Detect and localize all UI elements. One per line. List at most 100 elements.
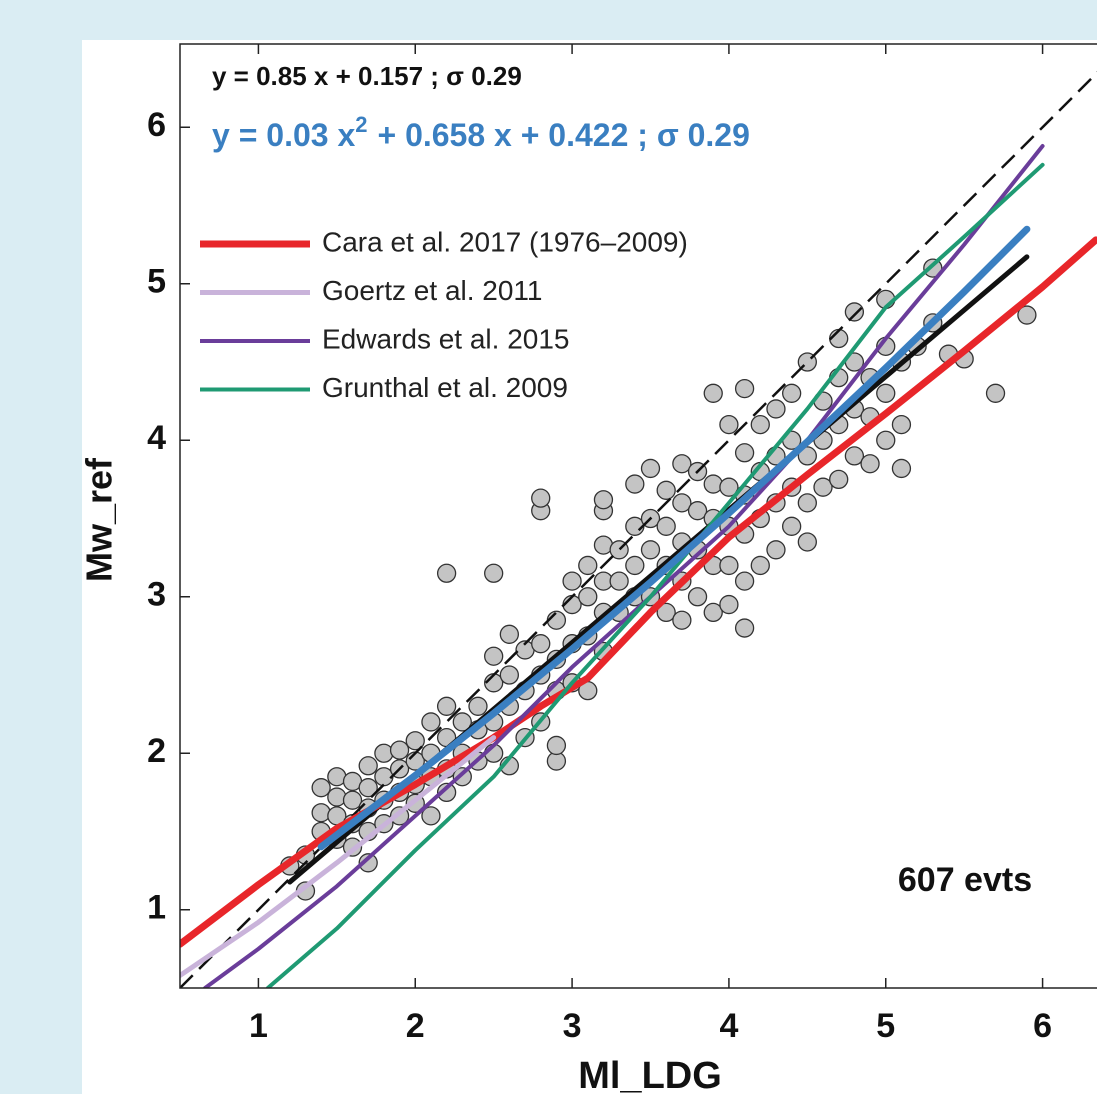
data-point (499, 624, 520, 644)
equation-part: + 0.658 x + 0.422 ; σ 0.29 (377, 117, 749, 153)
data-point (797, 532, 817, 552)
data-point (436, 563, 457, 583)
data-point (656, 516, 676, 536)
data-point (625, 474, 645, 494)
y-tick-label: 4 (147, 419, 166, 457)
data-point (389, 740, 410, 760)
y-tick-label: 3 (147, 576, 166, 614)
data-point (421, 806, 441, 826)
data-point (656, 480, 676, 500)
data-point (719, 594, 739, 615)
data-point (436, 696, 457, 716)
data-point (687, 501, 708, 521)
data-point (358, 778, 378, 798)
data-point (891, 458, 912, 479)
data-point (734, 443, 755, 463)
x-axis-label: Ml_LDG (578, 1055, 722, 1094)
y-axis-label: Mw_ref (79, 457, 120, 582)
y-tick-label: 1 (147, 889, 166, 927)
plot-area (180, 71, 1097, 988)
data-point (578, 587, 598, 607)
data-point (1017, 305, 1037, 325)
data-point (734, 571, 755, 591)
data-point (436, 782, 457, 803)
data-point (891, 414, 912, 435)
data-point (782, 516, 802, 536)
data-point (876, 430, 896, 450)
axes: 1 2 3 4 5 6 1 2 3 4 5 6 (147, 43, 1097, 1045)
data-point (734, 378, 755, 399)
data-point (797, 493, 817, 513)
x-tick-label: 5 (876, 1007, 895, 1045)
data-point (358, 756, 378, 776)
event-count: 607 evts (898, 861, 1032, 899)
data-point (734, 618, 755, 638)
data-point (452, 712, 472, 732)
legend: Cara et al. 2017 (1976–2009) Goertz et al… (200, 226, 688, 403)
data-point (609, 571, 629, 591)
data-point (844, 446, 865, 466)
data-point (813, 477, 833, 497)
data-point (531, 634, 551, 654)
x-tick-label: 1 (249, 1007, 268, 1045)
equation-quadratic: y = 0.03 x2 + 0.658 x + 0.422 ; σ 0.29 (212, 112, 750, 154)
data-point (531, 488, 551, 508)
y-tick-label: 6 (147, 106, 166, 144)
fit-line (203, 144, 1045, 988)
data-point (750, 555, 770, 576)
data-point (405, 731, 425, 751)
data-point (766, 540, 786, 560)
x-tick-label: 2 (406, 1007, 425, 1045)
data-point (719, 414, 739, 435)
fit-line (180, 735, 497, 978)
legend-label: Edwards et al. 2015 (322, 323, 570, 354)
data-point (656, 602, 676, 623)
data-point (484, 646, 504, 666)
data-point (468, 696, 488, 716)
data-point (499, 665, 520, 685)
y-tick-label: 2 (147, 732, 166, 770)
axes-frame (179, 43, 1097, 989)
data-point (985, 383, 1006, 403)
x-tick-label: 6 (1033, 1007, 1052, 1045)
data-point (797, 446, 817, 466)
data-point (750, 414, 770, 435)
data-point (358, 853, 378, 873)
data-point (876, 383, 896, 403)
data-point (672, 493, 692, 513)
data-point (782, 383, 802, 403)
data-point (640, 540, 661, 560)
data-point (829, 469, 849, 490)
data-point (844, 302, 865, 322)
data-point (342, 790, 363, 810)
x-tick-label: 3 (563, 1007, 582, 1045)
data-point (327, 787, 347, 807)
data-point (625, 555, 645, 576)
data-point (374, 743, 394, 763)
y-tick-label: 5 (147, 263, 166, 301)
fit-line (265, 162, 1045, 988)
data-point (578, 555, 598, 576)
data-point (311, 803, 331, 823)
data-point (593, 490, 614, 510)
equation-exponent: 2 (355, 112, 367, 137)
data-point (546, 735, 567, 756)
data-point (719, 477, 739, 497)
data-point (421, 712, 441, 732)
data-point (703, 474, 723, 494)
data-point (719, 555, 739, 576)
equation-linear: y = 0.85 x + 0.157 ; σ 0.29 (212, 61, 522, 91)
data-point (860, 454, 880, 474)
data-point (672, 610, 692, 630)
legend-label: Grunthal et al. 2009 (322, 372, 568, 403)
equation-part: y = 0.03 x (212, 117, 355, 153)
data-point (311, 778, 331, 798)
legend-label: Goertz et al. 2011 (322, 275, 543, 306)
legend-label: Cara et al. 2017 (1976–2009) (322, 226, 688, 257)
x-tick-label: 4 (719, 1007, 738, 1045)
data-point (672, 454, 692, 474)
data-point (562, 571, 582, 591)
data-point (640, 458, 661, 479)
data-point (703, 602, 723, 623)
